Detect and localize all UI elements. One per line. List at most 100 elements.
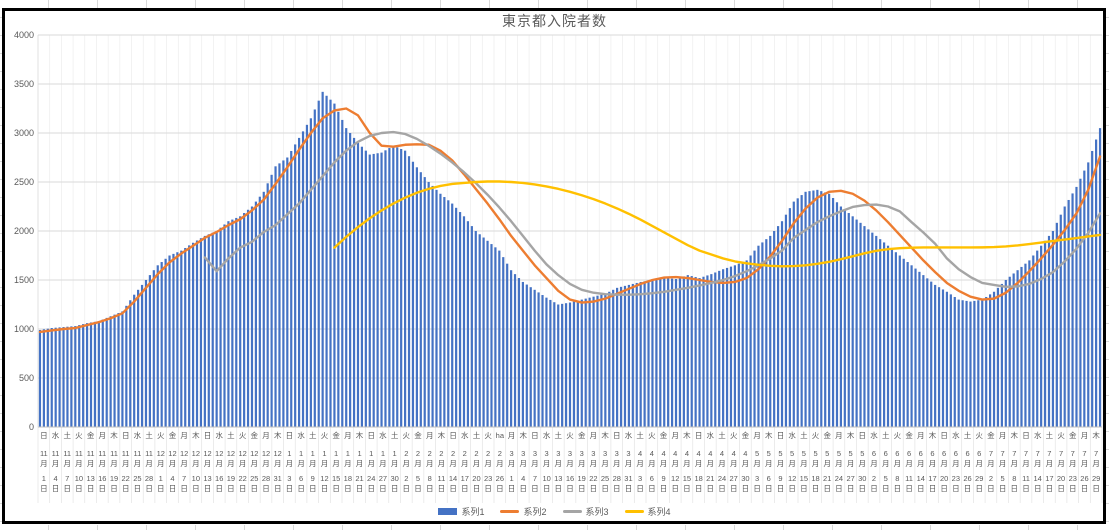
x-tick-label: 火 12 月 22 日 bbox=[238, 431, 247, 493]
x-tick-label: 土 6 月 26 日 bbox=[963, 431, 972, 493]
x-tick-label: 金 12 月 4 日 bbox=[168, 431, 177, 493]
x-tick-label: 土 11 月 28 日 bbox=[144, 431, 154, 493]
x-tick-label: 金 1 月 15 日 bbox=[331, 431, 341, 493]
y-tick-label: 3000 bbox=[13, 128, 34, 138]
x-tick-label: 木 11 月 19 日 bbox=[109, 431, 119, 493]
legend-item-系列1[interactable]: 系列1 bbox=[438, 505, 484, 518]
x-tick-label: 火 11 月 10 日 bbox=[74, 431, 84, 493]
y-tick-label: 0 bbox=[28, 422, 34, 432]
x-tick-label: 火 2 月 23 日 bbox=[483, 431, 493, 493]
x-tick-label: 金 4 月 30 日 bbox=[741, 431, 750, 493]
x-tick-label: 月 11 月 16 日 bbox=[98, 431, 107, 493]
spreadsheet-columns-bottom bbox=[0, 525, 1109, 530]
x-tick-label: 土 3 月 13 日 bbox=[554, 431, 563, 493]
x-tick-label: 木 7 月 29 日 bbox=[1091, 431, 1101, 493]
x-tick-label: 日 1 月 24 日 bbox=[367, 431, 376, 493]
x-tick-label: 日 7 月 11 日 bbox=[1022, 431, 1030, 493]
x-tick-label: 月 1 月 18 日 bbox=[343, 431, 353, 493]
x-tick-label: 金 6 月 11 日 bbox=[905, 431, 913, 493]
x-tick-label: 土 5 月 15 日 bbox=[799, 431, 809, 493]
y-tick-label: 1000 bbox=[13, 324, 34, 334]
x-tick-label: 水 11 月 25 日 bbox=[133, 431, 142, 493]
y-tick-label: 500 bbox=[18, 373, 34, 383]
x-tick-label: 木 2 月 11 日 bbox=[437, 431, 446, 493]
x-tick-label: 日 11 月 1 日 bbox=[39, 431, 48, 493]
x-tick-label: 日 3 月 28 日 bbox=[612, 431, 621, 493]
x-tick-label: 金 7 月 23 日 bbox=[1068, 431, 1077, 493]
x-tick-label: 火 4 月 27 日 bbox=[729, 431, 738, 493]
legend-label: 系列2 bbox=[523, 506, 547, 517]
x-tick-label: 土 2 月 20 日 bbox=[472, 431, 481, 493]
x-tick-label: 水 4 月 21 日 bbox=[706, 431, 715, 493]
legend-item-系列4[interactable]: 系列4 bbox=[624, 505, 671, 518]
x-tick-label: 木 12 月 31 日 bbox=[273, 431, 282, 493]
x-tick-label: 木 6 月 17 日 bbox=[928, 431, 937, 493]
x-tick-label: ha 2 月 26 日 bbox=[495, 431, 505, 493]
legend-line-swatch bbox=[624, 509, 644, 513]
spreadsheet-columns-top bbox=[0, 0, 1109, 8]
x-tick-label: 土 4 月 24 日 bbox=[717, 431, 727, 493]
x-tick-label: 月 6 月 14 日 bbox=[916, 431, 925, 493]
x-tick-label: 火 7 月 20 日 bbox=[1056, 431, 1066, 493]
x-tick-label: 水 6 月 23 日 bbox=[951, 431, 961, 493]
x-tick-label: 金 3 月 19 日 bbox=[577, 431, 586, 493]
x-tick-label: 木 1 月 21 日 bbox=[355, 431, 364, 493]
x-tick-label: 水 12 月 16 日 bbox=[215, 431, 224, 493]
x-tick-label: 月 5 月 24 日 bbox=[834, 431, 844, 493]
x-tick-label: 金 11 月 13 日 bbox=[86, 431, 95, 493]
x-tick-label: 月 7 月 26 日 bbox=[1080, 431, 1089, 493]
x-tick-label: 土 7 月 17 日 bbox=[1045, 431, 1054, 493]
y-tick-label: 1500 bbox=[13, 275, 34, 285]
x-tick-label: 日 6 月 20 日 bbox=[939, 431, 949, 493]
x-tick-label: 木 4 月 15 日 bbox=[682, 431, 692, 493]
legend-line-swatch bbox=[562, 509, 582, 513]
x-tick-label: 金 5 月 21 日 bbox=[823, 431, 832, 493]
legend-label: 系列1 bbox=[461, 506, 485, 517]
x-tick-label: 水 5 月 12 日 bbox=[787, 431, 797, 493]
x-tick-label: 日 12 月 13 日 bbox=[203, 431, 212, 493]
x-tick-label: 金 12 月 25 日 bbox=[250, 431, 259, 493]
x-tick-label: 日 5 月 30 日 bbox=[858, 431, 867, 493]
legend: 系列1 系列2 系列3 系列4 bbox=[5, 503, 1104, 519]
x-tick-label: 土 1 月 30 日 bbox=[390, 431, 399, 493]
legend-label: 系列3 bbox=[585, 506, 609, 517]
x-tick-label: 日 4 月 18 日 bbox=[694, 431, 703, 493]
x-tick-label: 水 2 月 17 日 bbox=[460, 431, 469, 493]
legend-item-系列2[interactable]: 系列2 bbox=[500, 505, 547, 518]
x-tick-label: 月 3 月 22 日 bbox=[589, 431, 598, 493]
x-tick-label: 月 12 月 7 日 bbox=[179, 431, 189, 493]
x-tick-label: 水 1 月 27 日 bbox=[378, 431, 388, 493]
legend-bar-swatch bbox=[438, 507, 458, 515]
y-tick-label: 2500 bbox=[13, 177, 34, 187]
x-tick-label: 火 12 月 1 日 bbox=[156, 431, 165, 493]
y-tick-label: 2000 bbox=[13, 226, 34, 236]
legend-item-系列3[interactable]: 系列3 bbox=[562, 505, 609, 518]
x-tick-label: 月 12 月 28 日 bbox=[261, 431, 271, 493]
x-tick-label: 木 12 月 10 日 bbox=[191, 431, 201, 493]
chart-title: 東京都入院者数 bbox=[502, 13, 607, 29]
x-tick-label: 水 11 月 4 日 bbox=[51, 431, 60, 493]
x-tick-label: 水 7 月 14 日 bbox=[1033, 431, 1042, 493]
x-tick-label: 土 11 月 7 日 bbox=[63, 431, 72, 493]
x-tick-label: 土 12 月 19 日 bbox=[226, 431, 236, 493]
legend-line-swatch bbox=[500, 509, 520, 513]
legend-label: 系列4 bbox=[647, 506, 671, 517]
x-tick-label: 水 3 月 31 日 bbox=[624, 431, 633, 493]
